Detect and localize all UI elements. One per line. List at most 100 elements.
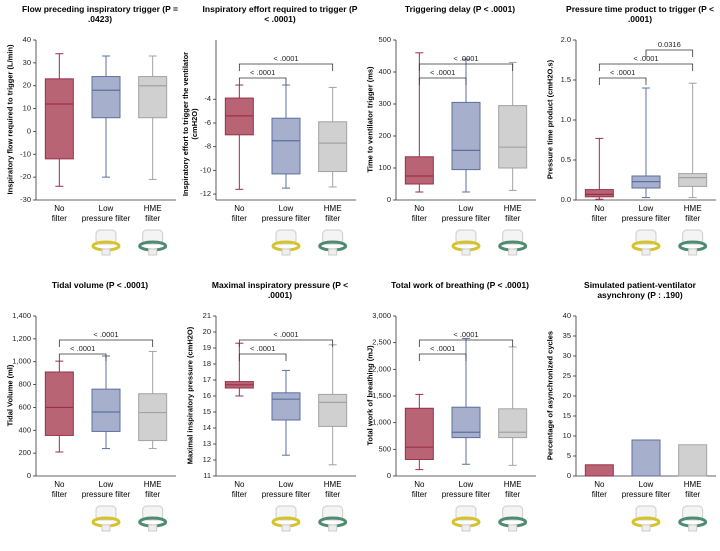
x-tick-label: Low pressure filter <box>441 480 491 499</box>
filter-icon <box>275 229 297 245</box>
y-tick-label: 0.5 <box>561 155 571 164</box>
x-tick-label: No filter <box>411 480 427 499</box>
box <box>498 105 528 169</box>
y-tick-label: 1,000 <box>372 418 391 427</box>
plot: 0 500 1,000 1,500 2,000 2,500 3,000 < .0001 < .0… <box>372 311 536 532</box>
y-tick-label: 0 <box>387 195 391 204</box>
filter-icon <box>682 505 704 521</box>
x-tick-label: HME filter <box>143 204 162 223</box>
y-tick-label: 20 <box>23 81 31 90</box>
x-tick-label: HME filter <box>683 204 702 223</box>
panel-title: Inspiratory effort required to trigger (… <box>202 4 358 24</box>
significance-label: < .0001 <box>273 54 298 63</box>
filter-icon <box>275 505 297 521</box>
bar <box>631 439 661 477</box>
plot: 0 5 10 15 20 25 30 35 40 <box>563 311 716 532</box>
y-tick-label: 500 <box>378 444 391 453</box>
filter-icon <box>148 248 158 256</box>
significance-bracket <box>418 353 467 361</box>
y-tick-label: -10 <box>200 165 211 174</box>
y-tick-label: 200 <box>18 448 31 457</box>
x-tick-label: Low pressure filter <box>441 204 491 223</box>
panel-title: Simulated patient-ventilator asynchrony … <box>584 280 696 300</box>
y-tick-label: 2.0 <box>561 35 571 44</box>
panel-title: Maximal inspiratory pressure (P < .0001) <box>211 280 349 300</box>
significance-label: < .0001 <box>610 68 635 77</box>
significance-bracket <box>598 63 694 71</box>
box <box>584 189 614 198</box>
filter-icon <box>101 524 111 532</box>
filter-icon <box>455 229 477 245</box>
box <box>404 156 434 185</box>
y-tick-label: 18 <box>203 359 211 368</box>
plot: -12 -10 -8 -6 -4 < .0001 < .0001 <box>200 40 356 256</box>
y-tick-label: 1,500 <box>372 391 391 400</box>
box <box>318 121 348 173</box>
y-tick-label: 13 <box>203 439 211 448</box>
y-tick-label: 600 <box>18 402 31 411</box>
y-tick-label: -6 <box>204 118 211 127</box>
x-tick-label: Low pressure filter <box>81 480 131 499</box>
significance-label: < .0001 <box>633 54 658 63</box>
panel-title: Pressure time product to trigger (P < .0… <box>566 4 714 24</box>
significance-bracket <box>58 353 107 361</box>
y-tick-label: 17 <box>203 375 211 384</box>
filter-icon <box>142 229 164 245</box>
filter-icon <box>322 229 344 245</box>
x-tick-label: HME filter <box>323 480 342 499</box>
significance-label: < .0001 <box>430 344 455 353</box>
significance-bracket <box>418 77 467 85</box>
y-tick-label: 30 <box>23 58 31 67</box>
y-tick-label: 16 <box>203 391 211 400</box>
y-tick-label: 300 <box>378 99 391 108</box>
y-tick-label: -12 <box>200 189 211 198</box>
y-tick-label: 1.5 <box>561 75 571 84</box>
box <box>44 78 74 160</box>
plot: 0 200 400 600 800 1,000 1,200 1,400 < .0001 < .00… <box>12 311 176 532</box>
y-tick-label: 14 <box>203 423 211 432</box>
filter-icon <box>635 229 657 245</box>
plot: 11 12 13 14 15 16 17 18 19 20 21 < .0001 < .0001 <box>203 311 356 532</box>
filter-icon <box>101 248 111 256</box>
box <box>138 76 168 119</box>
box <box>404 407 434 460</box>
filter-icon <box>455 505 477 521</box>
y-tick-label: 11 <box>203 471 211 480</box>
y-tick-label: -8 <box>204 142 211 151</box>
y-tick-label: 0 <box>567 471 571 480</box>
significance-label: < .0001 <box>250 68 275 77</box>
y-tick-label: 500 <box>378 35 391 44</box>
plot: 0 100 200 300 400 500 < .0001 < .0001 <box>378 35 536 256</box>
box <box>451 406 481 439</box>
x-tick-label: No filter <box>411 204 427 223</box>
x-tick-label: No filter <box>51 480 67 499</box>
x-tick-label: No filter <box>591 480 607 499</box>
y-tick-label: 40 <box>23 35 31 44</box>
box <box>271 392 301 421</box>
significance-bracket <box>645 49 694 57</box>
y-tick-label: 15 <box>563 411 571 420</box>
box <box>44 371 74 436</box>
filter-icon <box>508 524 518 532</box>
y-tick-label: 800 <box>18 380 31 389</box>
panel-title: Triggering delay (P < .0001) <box>404 4 516 14</box>
y-tick-label: 19 <box>203 343 211 352</box>
panel-title: Tidal volume (P < .0001) <box>51 280 149 290</box>
y-tick-label: -10 <box>20 149 31 158</box>
y-tick-label: 20 <box>563 391 571 400</box>
box <box>451 101 481 171</box>
box <box>91 388 121 432</box>
y-tick-label: 21 <box>203 311 211 320</box>
significance-bracket <box>238 353 287 361</box>
panel-title: Flow preceding inspiratory trigger (P = … <box>22 4 178 24</box>
bar <box>678 444 708 477</box>
y-tick-label: -30 <box>20 195 31 204</box>
filter-icon <box>641 248 651 256</box>
filter-icon <box>322 505 344 521</box>
y-tick-label: 20 <box>203 327 211 336</box>
filter-icon <box>502 229 524 245</box>
x-tick-label: Low pressure filter <box>81 204 131 223</box>
filter-icon <box>688 248 698 256</box>
